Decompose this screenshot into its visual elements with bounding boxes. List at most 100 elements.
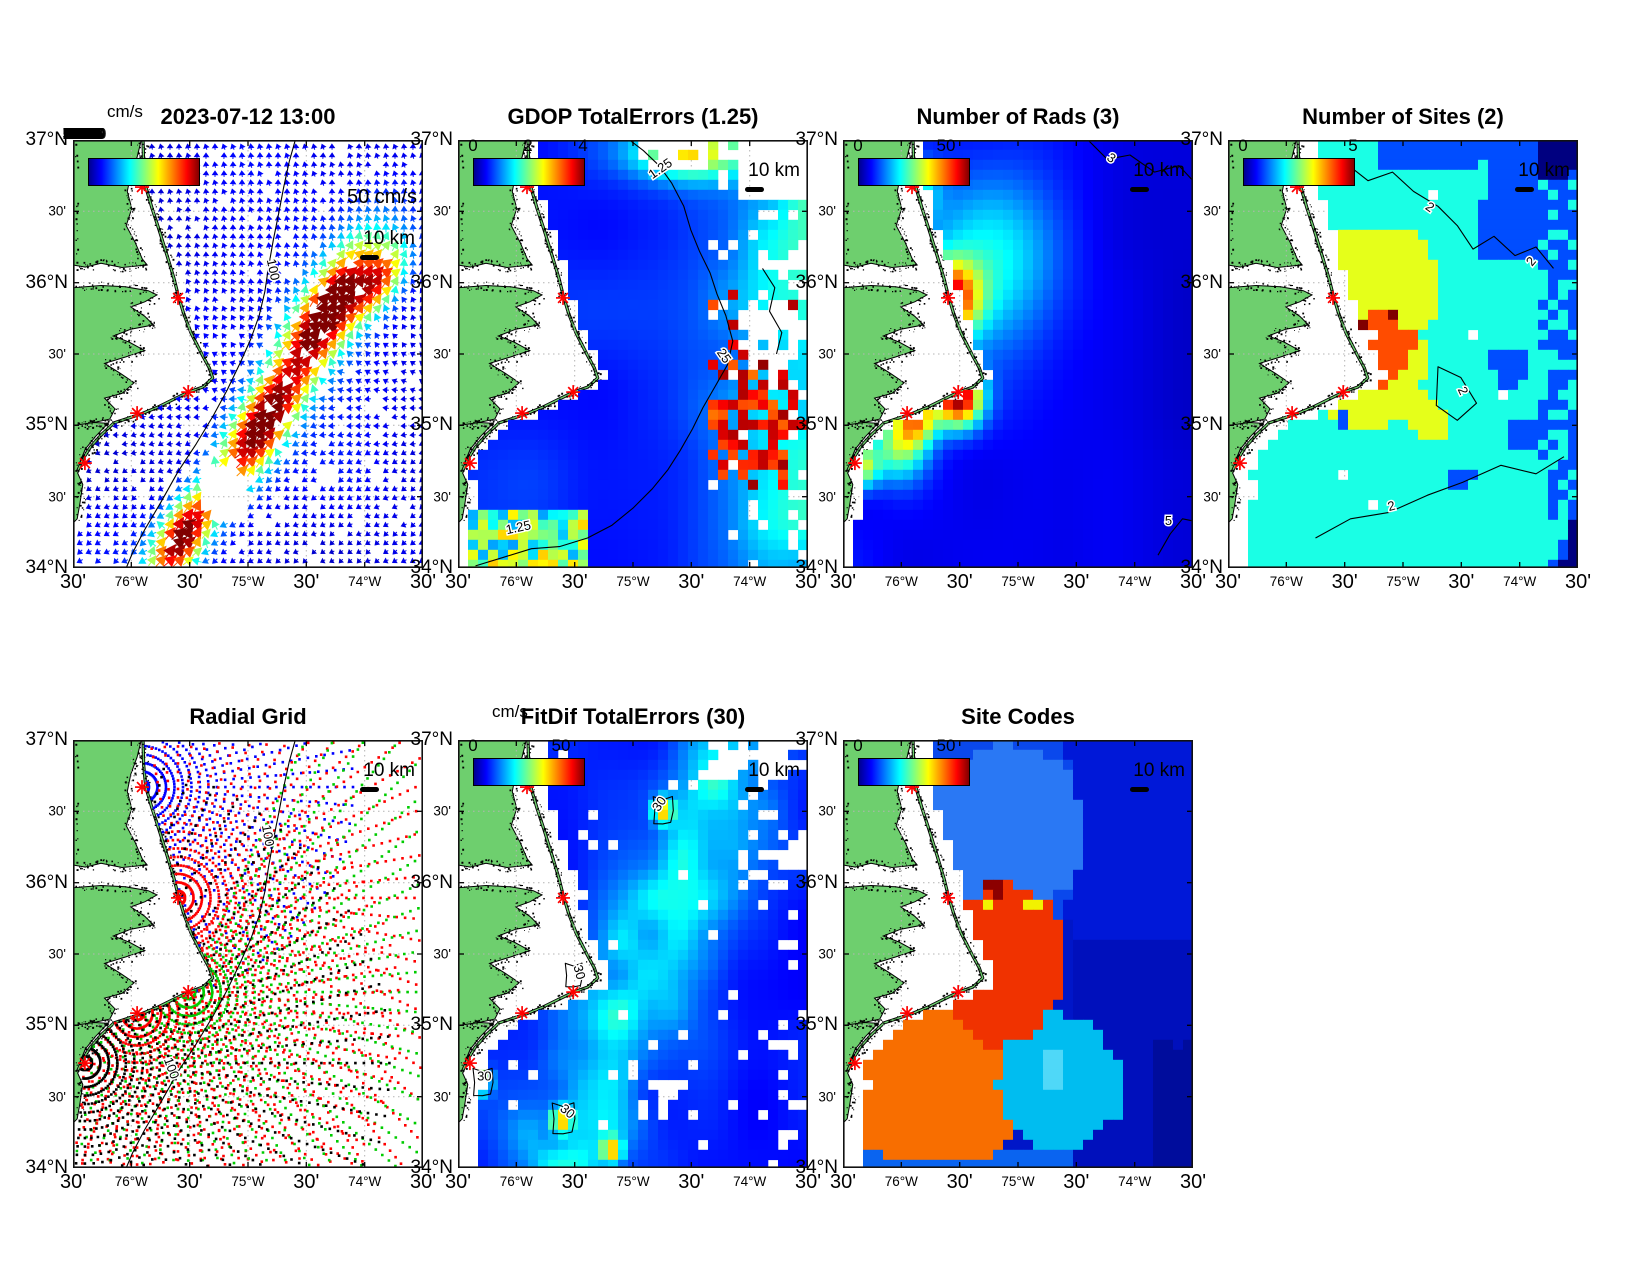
lat-tick-label: 30' bbox=[433, 346, 451, 362]
colorbar bbox=[473, 158, 585, 186]
colorbar-smashed-ticks: 0 2.5 5 7.5 10 12.5 15 17.5 20 22.5 25 2… bbox=[63, 126, 105, 143]
lon-tick-label: 30' bbox=[561, 571, 588, 593]
colorbar bbox=[858, 758, 970, 786]
lat-tick-label: 30' bbox=[433, 803, 451, 819]
lat-tick-label: 30' bbox=[818, 203, 836, 219]
scale-bar-label: 10 km bbox=[1133, 160, 1185, 181]
lon-tick-label: 30' bbox=[1179, 1171, 1207, 1193]
lat-tick-label: 37°N bbox=[410, 129, 453, 150]
panel-title: 2023-07-12 13:00 bbox=[160, 104, 336, 129]
lon-tick-label: 30' bbox=[59, 571, 87, 593]
svg-text:100: 100 bbox=[264, 257, 283, 281]
scale-bar-label: 10 km bbox=[1133, 760, 1185, 781]
lat-tick-label: 36°N bbox=[410, 271, 453, 293]
scale-bar bbox=[1130, 187, 1149, 192]
lat-tick-label: 37°N bbox=[1180, 129, 1223, 150]
lat-tick-label: 30' bbox=[48, 803, 66, 819]
lat-tick-label: 30' bbox=[433, 1089, 451, 1105]
lon-tick-label: 75°W bbox=[231, 574, 265, 589]
map-border bbox=[458, 740, 808, 1168]
lat-tick-label: 30' bbox=[48, 489, 66, 505]
lon-tick-label: 30' bbox=[176, 1171, 203, 1193]
lon-tick-label: 30' bbox=[678, 571, 705, 593]
lon-tick-label: 76°W bbox=[499, 1174, 533, 1189]
colorbar-tick-label: 0 bbox=[468, 736, 478, 755]
lat-tick-label: 30' bbox=[433, 489, 451, 505]
lat-tick-label: 34°N bbox=[795, 1157, 838, 1178]
lon-tick-label: 76°W bbox=[114, 574, 148, 589]
panel-title: Number of Sites (2) bbox=[1302, 104, 1504, 129]
land-layer bbox=[73, 740, 217, 1124]
lat-tick-label: 36°N bbox=[410, 871, 453, 893]
colorbar-tick-label: 0 bbox=[1238, 136, 1248, 155]
lon-tick-label: 30' bbox=[946, 571, 973, 593]
lat-tick-label: 34°N bbox=[25, 557, 68, 578]
scale-bar bbox=[1515, 187, 1534, 192]
lon-tick-label: 74°W bbox=[733, 1174, 767, 1189]
lon-tick-label: 30' bbox=[946, 1171, 973, 1193]
lat-tick-label: 30' bbox=[1203, 203, 1221, 219]
lon-tick-label: 76°W bbox=[114, 1174, 148, 1189]
site-markers-layer bbox=[77, 780, 196, 1071]
site-markers-layer bbox=[462, 780, 581, 1071]
lat-tick-label: 35°N bbox=[25, 1014, 68, 1036]
lon-tick-label: 30' bbox=[1063, 571, 1090, 593]
lat-tick-label: 34°N bbox=[25, 1157, 68, 1178]
map-border bbox=[843, 140, 1193, 568]
map-border bbox=[843, 740, 1193, 1168]
colorbar-tick-label: 4 bbox=[578, 136, 588, 155]
colorbar bbox=[88, 158, 200, 186]
lon-tick-label: 30' bbox=[794, 1171, 822, 1193]
lat-tick-label: 36°N bbox=[25, 271, 68, 293]
lat-tick-label: 30' bbox=[433, 946, 451, 962]
colorbar-tick-label: 0 bbox=[468, 136, 478, 155]
lon-tick-label: 30' bbox=[1063, 1171, 1090, 1193]
lon-tick-label: 30' bbox=[444, 571, 472, 593]
lat-tick-label: 35°N bbox=[1180, 414, 1223, 436]
colorbar-tick-label: 50 bbox=[551, 736, 571, 755]
lon-tick-label: 74°W bbox=[733, 574, 767, 589]
lon-tick-label: 30' bbox=[1179, 571, 1207, 593]
lon-tick-label: 30' bbox=[59, 1171, 87, 1193]
colorbar bbox=[858, 158, 970, 186]
panel-title: Radial Grid bbox=[189, 704, 307, 729]
colorbar bbox=[473, 758, 585, 786]
lat-tick-label: 30' bbox=[48, 1089, 66, 1105]
map-border bbox=[1228, 140, 1578, 568]
lon-tick-label: 75°W bbox=[1001, 1174, 1035, 1189]
lat-tick-label: 30' bbox=[1203, 489, 1221, 505]
lon-tick-label: 30' bbox=[444, 1171, 472, 1193]
colorbar-tick-label: 2 bbox=[523, 136, 533, 155]
lon-tick-label: 75°W bbox=[616, 574, 650, 589]
contour-layer: 100 bbox=[125, 140, 296, 568]
colorbar bbox=[1243, 158, 1355, 186]
scale-bar bbox=[1130, 787, 1149, 792]
lat-tick-label: 30' bbox=[48, 946, 66, 962]
svg-text:100: 100 bbox=[259, 824, 278, 848]
cbar-unit-label: cm/s bbox=[492, 702, 528, 721]
lon-tick-label: 30' bbox=[176, 571, 203, 593]
lat-tick-label: 35°N bbox=[795, 1014, 838, 1036]
panel-nsites: Number of Sites (2) 37°N 30' 36°N 30' 35°N 30'… bbox=[1181, 104, 1591, 593]
lon-tick-label: 75°W bbox=[1386, 574, 1420, 589]
lat-tick-label: 34°N bbox=[410, 557, 453, 578]
panel-gdop: GDOP TotalErrors (1.25) 37°N 30' 36°N 30' 35°… bbox=[411, 104, 821, 593]
lat-tick-label: 37°N bbox=[410, 729, 453, 750]
map-canvas-rads: 35 bbox=[843, 140, 1193, 568]
lon-tick-label: 75°W bbox=[1001, 574, 1035, 589]
lat-tick-label: 34°N bbox=[410, 1157, 453, 1178]
panel-title: Site Codes bbox=[961, 704, 1075, 729]
lat-tick-label: 37°N bbox=[795, 129, 838, 150]
lon-tick-label: 30' bbox=[561, 1171, 588, 1193]
map-border bbox=[73, 740, 423, 1168]
data-layer bbox=[853, 140, 1193, 568]
lon-tick-label: 75°W bbox=[231, 1174, 265, 1189]
scale-bar bbox=[745, 187, 764, 192]
lon-tick-label: 30' bbox=[293, 571, 320, 593]
site-markers-layer bbox=[847, 780, 966, 1071]
colorbar-tick-label: 50 bbox=[936, 136, 956, 155]
scale-bar bbox=[360, 255, 379, 260]
